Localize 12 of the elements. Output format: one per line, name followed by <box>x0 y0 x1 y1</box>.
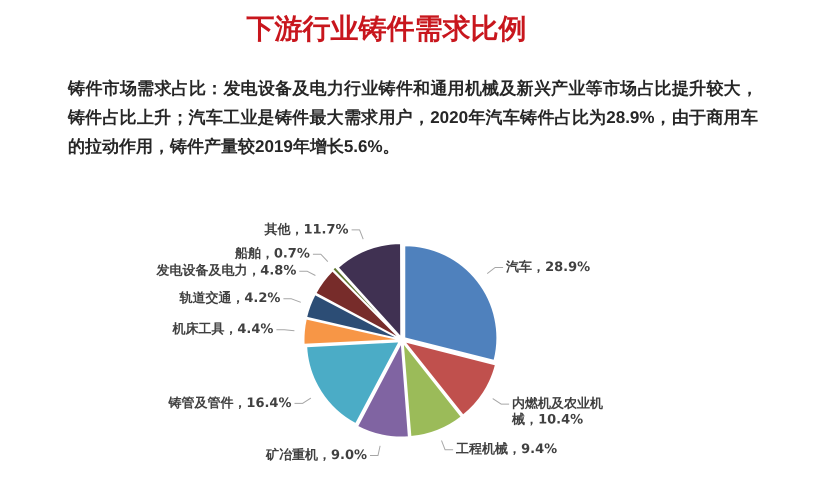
slice-label: 汽车，28.9% <box>505 258 590 275</box>
chart-subtitle: 铸件市场需求占比：发电设备及电力行业铸件和通用机械及新兴产业等市场占比提升较大，铸件占比上升；汽车工业是铸件最大需求用户，2020年汽车铸件占比为28.9%，由于商用车的拉动作用，铸件产量较2019年增长5.6%。 <box>68 78 758 158</box>
slice-label: 轨道交通，4.2% <box>178 290 280 306</box>
slice-label: 机床工具，4.4% <box>171 321 274 338</box>
slice-label: 船舶，0.7% <box>234 246 310 262</box>
slice-label: 发电设备及电力，4.8% <box>155 264 296 279</box>
slice-label: 工程机械，9.4% <box>455 442 558 458</box>
slice-label: 矿冶重机，9.0% <box>264 446 368 463</box>
slice-label: 铸管及管件，16.4% <box>167 396 292 411</box>
slice-label: 内燃机及农业机械，10.4% <box>511 396 604 428</box>
slice-label: 其他，11.7% <box>263 222 349 238</box>
chart-title: 下游行业铸件需求比例 <box>246 11 528 47</box>
